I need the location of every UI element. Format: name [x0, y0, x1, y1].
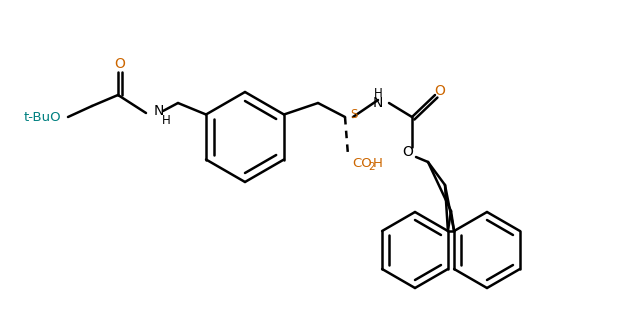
Text: N: N [154, 104, 164, 118]
Text: CO: CO [352, 156, 372, 170]
Text: 2: 2 [368, 162, 375, 172]
Text: H: H [373, 156, 383, 170]
Text: O: O [115, 57, 126, 71]
Text: t-BuO: t-BuO [23, 111, 61, 124]
Text: O: O [435, 84, 445, 98]
Text: H: H [162, 113, 171, 126]
Text: O: O [403, 145, 413, 159]
Text: N: N [373, 96, 383, 110]
Text: S: S [350, 108, 357, 121]
Text: H: H [374, 87, 382, 99]
